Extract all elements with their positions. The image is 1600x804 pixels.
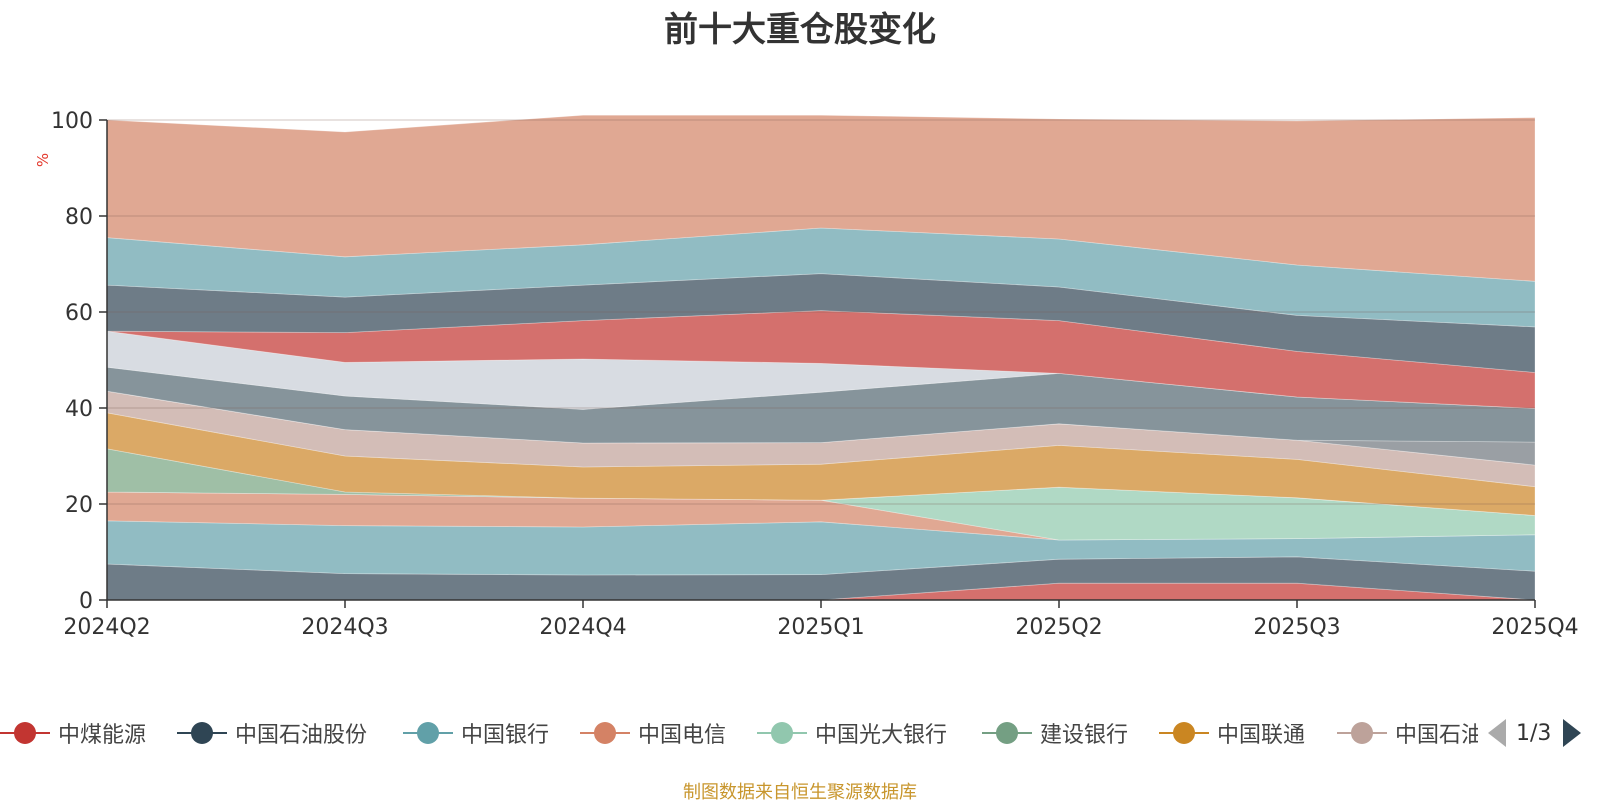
x-tick-label: 2025Q4 <box>1491 615 1578 640</box>
legend-label: 中国石油股份 <box>235 723 368 748</box>
legend-marker-icon <box>1337 721 1387 745</box>
legend-marker-icon <box>1159 721 1209 745</box>
legend-item[interactable]: 中国银行 <box>403 715 549 751</box>
legend-prev-page-icon[interactable] <box>1488 719 1506 747</box>
legend-label: 建设银行 <box>1040 723 1129 748</box>
legend-label: 中煤能源 <box>58 723 147 748</box>
legend-item[interactable]: 中煤能源 <box>0 715 146 751</box>
legend-label: 中国石油 <box>1395 723 1478 748</box>
area-layer-7 <box>106 412 1536 516</box>
legend-item[interactable]: 中国光大银行 <box>757 715 947 751</box>
y-tick-label: 60 <box>65 301 93 326</box>
y-tick-label: 40 <box>65 397 93 422</box>
legend-item[interactable]: 中国石油股份 <box>177 715 367 751</box>
legend-marker-icon <box>177 721 227 745</box>
chart-title: 前十大重仓股变化 <box>664 10 936 50</box>
axes: 0 20 40 60 80 100 2024Q2 2024Q3 2024Q4 2025Q1 2025… <box>51 109 1579 640</box>
x-tick-label: 2025Q1 <box>777 615 864 640</box>
legend-label: 中国电信 <box>638 723 727 748</box>
legend-item[interactable]: 中国电信 <box>580 715 726 751</box>
legend-marker-icon <box>982 721 1032 745</box>
legend-item[interactable]: 中国石油 <box>1337 715 1478 751</box>
legend-item[interactable]: 建设银行 <box>982 715 1128 751</box>
legend-item[interactable]: 中国联通 <box>1159 715 1305 751</box>
legend-next-page-icon[interactable] <box>1563 719 1582 747</box>
x-tick-label: 2025Q2 <box>1015 615 1102 640</box>
legend-marker-icon <box>757 721 807 745</box>
area-layer-15 <box>106 114 1536 282</box>
legend-marker-icon <box>403 721 453 745</box>
x-tick-label: 2025Q3 <box>1253 615 1340 640</box>
source-note: 制图数据来自恒生聚源数据库 <box>683 782 917 803</box>
x-tick-label: 2024Q4 <box>539 615 626 640</box>
y-tick-label: 0 <box>79 589 93 614</box>
legend-label: 中国银行 <box>461 723 550 748</box>
legend-label: 中国联通 <box>1217 723 1306 748</box>
y-axis-unit-label: % <box>34 153 52 167</box>
legend-items: 中煤能源 中国石油股份 中国银行 中国电信 中国光大银行 建设银行 中国联通 中国石油 <box>0 715 1478 755</box>
y-tick-label: 20 <box>65 493 93 518</box>
legend-marker-icon <box>0 721 50 745</box>
legend-pager: 1/3 <box>1488 715 1582 751</box>
y-tick-label: 80 <box>65 205 93 230</box>
legend-marker-icon <box>580 721 630 745</box>
grid-lines <box>107 119 1535 505</box>
x-tick-label: 2024Q3 <box>301 615 388 640</box>
legend: 中煤能源 中国石油股份 中国银行 中国电信 中国光大银行 建设银行 中国联通 中国石油 1/3 <box>0 715 1600 755</box>
x-tick-label: 2024Q2 <box>63 615 150 640</box>
y-tick-label: 100 <box>51 109 93 134</box>
area-layers <box>106 114 1536 601</box>
legend-label: 中国光大银行 <box>815 723 948 748</box>
legend-page-indicator: 1/3 <box>1516 720 1552 746</box>
